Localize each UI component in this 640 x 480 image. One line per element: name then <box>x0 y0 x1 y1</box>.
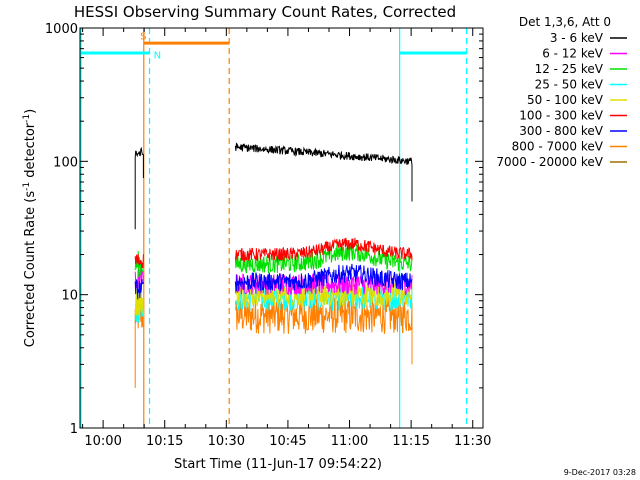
plot-frame <box>79 27 484 429</box>
state-label-0: S <box>140 31 146 42</box>
series-line-0-seg-1 <box>234 142 413 202</box>
y-tick-label-0: 1 <box>70 422 78 437</box>
legend-label-2: 12 - 25 keV <box>535 62 604 76</box>
x-tick-label-0: 10:00 <box>84 434 121 449</box>
series-line-5-seg-1 <box>234 237 413 263</box>
legend-label-1: 6 - 12 keV <box>542 47 604 61</box>
y-axis-label: Corrected Count Rate (s-1 detector-1) <box>22 109 38 347</box>
legend-label-6: 300 - 800 keV <box>519 124 603 138</box>
y-tick-label-3: 1000 <box>45 22 78 37</box>
x-axis-label: Start Time (11-Jun-17 09:54:22) <box>174 457 382 472</box>
axes: 10:00 10:15 10:30 10:45 11:00 11:15 11:30 1 10 10… <box>45 22 492 449</box>
legend-label-8: 7000 - 20000 keV <box>496 155 603 169</box>
legend-label-7: 800 - 7000 keV <box>512 140 604 154</box>
series-line-6-seg-0 <box>134 278 144 300</box>
footer-date: 9-Dec-2017 03:28 <box>564 468 636 477</box>
legend-title: Det 1,3,6, Att 0 <box>519 15 611 29</box>
y-tick-label-1: 10 <box>61 289 78 304</box>
plot-area: SN <box>80 28 468 428</box>
series-line-6-seg-1 <box>234 263 413 292</box>
x-tick-label-5: 11:15 <box>392 434 429 449</box>
series-line-3-seg-1 <box>234 283 413 312</box>
state-label-1: N <box>154 51 161 62</box>
series-line-5-seg-0 <box>134 254 144 269</box>
legend-label-5: 100 - 300 keV <box>519 109 603 123</box>
legend-label-3: 25 - 50 keV <box>535 78 604 92</box>
x-tick-label-6: 11:30 <box>454 434 491 449</box>
x-tick-label-3: 10:45 <box>269 434 306 449</box>
series-line-0-seg-0 <box>134 146 144 230</box>
x-tick-label-1: 10:15 <box>146 434 183 449</box>
chart-title: HESSI Observing Summary Count Rates, Cor… <box>74 3 456 21</box>
legend-label-0: 3 - 6 keV <box>550 31 604 45</box>
x-tick-label-2: 10:30 <box>208 434 245 449</box>
x-tick-label-4: 11:00 <box>331 434 368 449</box>
legend-label-4: 50 - 100 keV <box>527 93 604 107</box>
y-tick-label-2: 100 <box>53 155 78 170</box>
